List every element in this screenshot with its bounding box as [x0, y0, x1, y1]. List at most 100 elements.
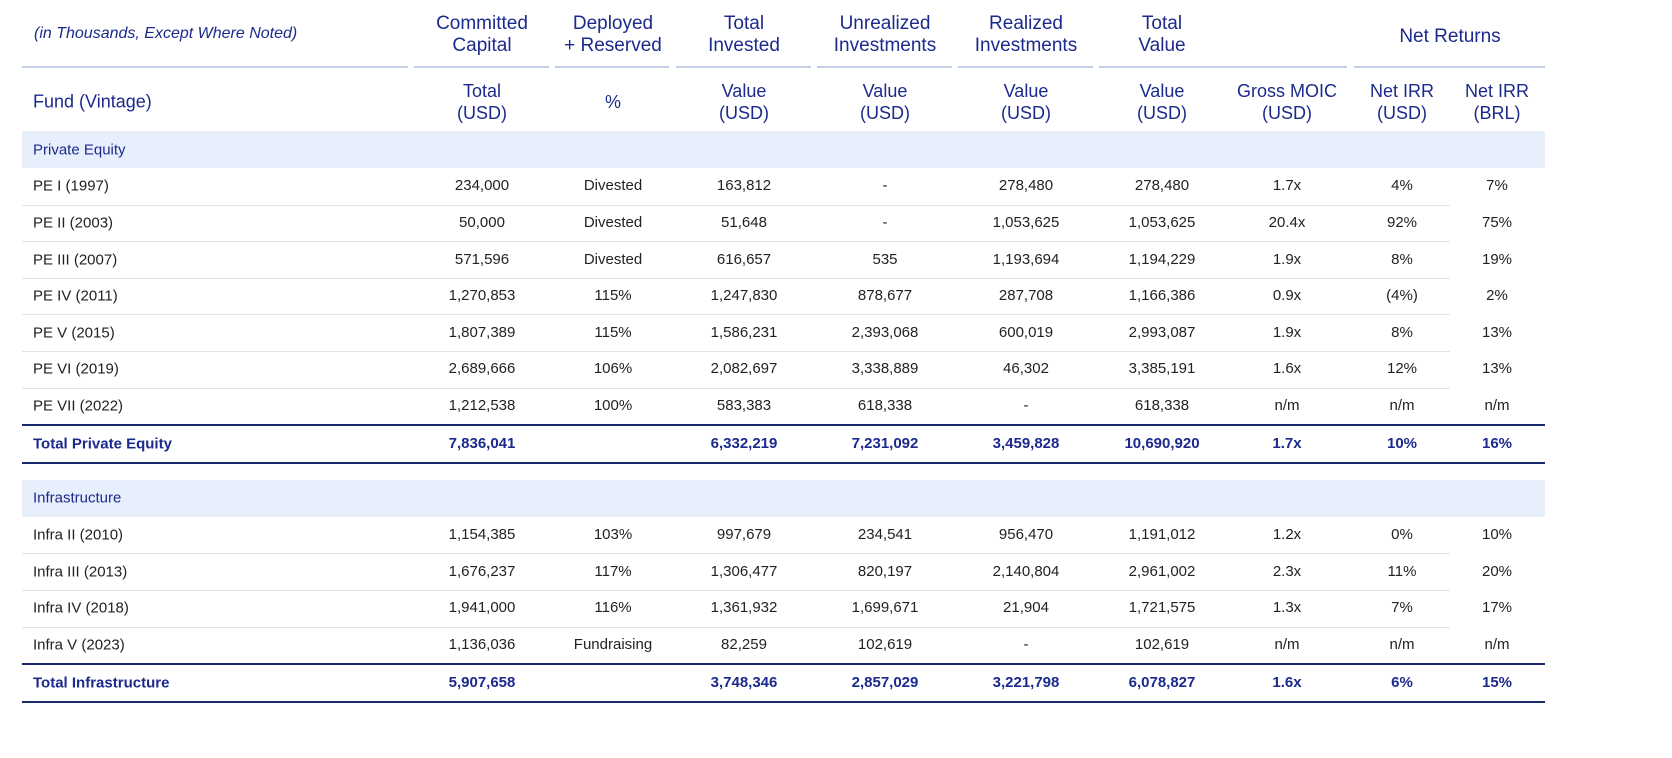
table-cell: 878,677 [857, 287, 913, 305]
table-cell: 234,541 [857, 526, 913, 544]
table-cell: 106% [593, 360, 633, 378]
table-cell: 20% [1481, 562, 1513, 580]
table-cell: 997,679 [716, 526, 772, 544]
table-cell: 1,247,830 [710, 287, 778, 305]
table-cell: 3,385,191 [1128, 360, 1196, 378]
group-header: Realized Investments [974, 13, 1078, 56]
header-rule [676, 66, 811, 68]
table-cell: - [1023, 635, 1029, 653]
table-cell: 46,302 [1003, 360, 1049, 378]
table-cell: 234,000 [454, 177, 510, 195]
table-cell: 1,136,036 [448, 635, 516, 653]
table-cell: 1,053,625 [1128, 213, 1196, 231]
header-rule [958, 66, 1093, 68]
total-cell: Total Infrastructure [33, 674, 170, 691]
table-cell: 8% [1391, 323, 1413, 341]
total-cell: 7,836,041 [448, 434, 516, 452]
total-cell: 6% [1391, 673, 1413, 691]
header-rule [414, 66, 549, 68]
table-cell: 1.3x [1272, 599, 1302, 617]
total-cell: 1.7x [1272, 434, 1302, 452]
table-cell: 1,270,853 [448, 287, 516, 305]
table-cell: 115% [594, 323, 632, 341]
table-cell: 7% [1486, 177, 1508, 195]
table-cell: Divested [583, 177, 643, 195]
table-cell: 102,619 [1134, 635, 1190, 653]
table-cell: 1,306,477 [710, 562, 778, 580]
table-cell: Fundraising [573, 635, 653, 653]
total-cell: 3,221,798 [992, 673, 1060, 691]
table-cell: Infra II (2010) [33, 526, 124, 544]
table-cell: 600,019 [998, 323, 1054, 341]
header-rule [555, 66, 669, 68]
table-cell: 0.9x [1272, 287, 1302, 305]
table-cell: Divested [583, 250, 643, 268]
table-cell: 616,657 [716, 250, 772, 268]
table-cell: 1.7x [1272, 177, 1302, 195]
total-cell: 7,231,092 [851, 434, 919, 452]
table-cell: 117% [594, 562, 632, 580]
table-cell: n/m [1484, 635, 1510, 653]
table-cell: PE I (1997) [33, 177, 109, 195]
table-cell: 1,194,229 [1128, 250, 1196, 268]
table-cell: 1.6x [1272, 360, 1302, 378]
table-cell: (4%) [1386, 287, 1418, 305]
table-cell: - [1023, 396, 1029, 414]
table-cell: 8% [1391, 250, 1413, 268]
row-rule [22, 626, 1450, 628]
total-rule [22, 663, 1545, 666]
table-cell: - [882, 177, 888, 195]
table-cell: 618,338 [1134, 396, 1190, 414]
table-cell: 3,338,889 [851, 360, 919, 378]
header-rule [1099, 66, 1347, 68]
table-cell: 2,082,697 [710, 360, 778, 378]
column-header: Value (USD) [719, 81, 769, 123]
table-cell: 1,193,694 [992, 250, 1060, 268]
table-cell: 535 [872, 250, 898, 268]
table-cell: Divested [583, 213, 643, 231]
table-cell: 583,383 [716, 396, 772, 414]
table-cell: 278,480 [998, 177, 1054, 195]
total-cell: 6,332,219 [710, 434, 778, 452]
total-cell: 3,748,346 [710, 673, 778, 691]
table-cell: 103% [593, 526, 633, 544]
table-cell: n/m [1274, 396, 1300, 414]
table-cell: 2% [1486, 287, 1508, 305]
table-cell: 1,191,012 [1128, 526, 1196, 544]
total-cell: 15% [1481, 673, 1513, 691]
table-cell: 13% [1481, 323, 1513, 341]
table-cell: 2,961,002 [1128, 562, 1196, 580]
table-cell: 2.3x [1272, 562, 1302, 580]
table-cell: 1,586,231 [710, 323, 778, 341]
table-cell: n/m [1389, 635, 1415, 653]
column-header: Gross MOIC (USD) [1236, 81, 1338, 123]
table-cell: 17% [1481, 599, 1513, 617]
table-cell: n/m [1484, 396, 1510, 414]
group-header: Unrealized Investments [833, 13, 937, 56]
table-cell: 21,904 [1003, 599, 1049, 617]
group-header: Total Value [1138, 13, 1186, 56]
total-cell: 1.6x [1272, 673, 1302, 691]
table-cell: 1.9x [1272, 323, 1302, 341]
section-band [22, 479, 1545, 517]
section-title: Private Equity [33, 141, 126, 158]
column-header: Total (USD) [457, 81, 507, 123]
row-rule [22, 553, 1450, 555]
group-header: Committed Capital [436, 13, 528, 56]
total-rule [22, 700, 1545, 703]
total-rule [22, 461, 1545, 464]
table-cell: 100% [593, 396, 633, 414]
section-band [22, 131, 1545, 168]
table-cell: 287,708 [998, 287, 1054, 305]
table-cell: 12% [1386, 360, 1418, 378]
table-cell: Infra V (2023) [33, 636, 125, 654]
table-cell: 278,480 [1134, 177, 1190, 195]
table-cell: PE VII (2022) [33, 397, 124, 415]
section-title: Infrastructure [33, 489, 122, 507]
table-cell: Infra III (2013) [33, 563, 128, 581]
total-cell: 10% [1386, 434, 1418, 452]
table-cell: 618,338 [857, 396, 913, 414]
column-header: Value (USD) [1137, 81, 1187, 123]
total-cell: 16% [1481, 434, 1513, 452]
